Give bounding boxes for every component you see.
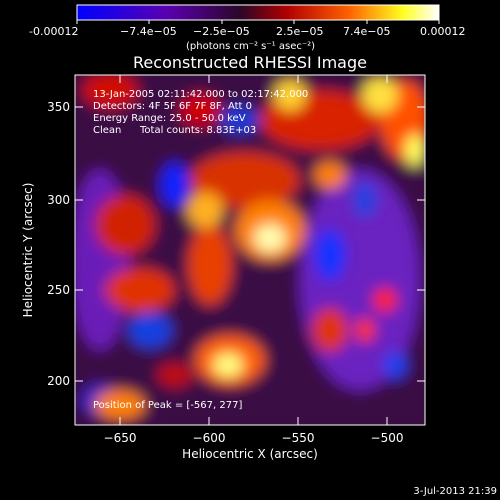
colorbar-units: (photons cm⁻² s⁻¹ asec⁻²) bbox=[186, 41, 315, 52]
method-text: Clean bbox=[93, 125, 121, 136]
rhessi-image bbox=[75, 75, 425, 425]
detectors-text: Detectors: 4F 5F 6F 7F 8F, Att 0 bbox=[93, 101, 252, 112]
y-tick-label: 200 bbox=[47, 374, 70, 388]
image-annotations: 13-Jan-2005 02:11:42.000 to 02:17:42.000… bbox=[93, 89, 308, 411]
plot-frame bbox=[74, 74, 426, 426]
y-tick-label: 300 bbox=[47, 193, 70, 207]
energy-range-text: Energy Range: 25.0 - 50.0 keV bbox=[93, 113, 246, 124]
x-tick-label: −550 bbox=[282, 431, 315, 445]
colorbar-tick-label: -0.00012 bbox=[29, 25, 78, 38]
colorbar-tick-label: 0.00012 bbox=[420, 25, 466, 38]
x-axis-label: Heliocentric X (arcsec) bbox=[182, 447, 318, 461]
y-tick-label: 350 bbox=[47, 100, 70, 114]
colorbar-tick-label: 2.5e−05 bbox=[276, 25, 323, 38]
total-counts-text: Total counts: 8.83E+03 bbox=[139, 125, 256, 136]
y-tick-label: 250 bbox=[47, 283, 70, 297]
peak-position-text: Position of Peak = [-567, 277] bbox=[93, 400, 242, 411]
timestamp: 3-Jul-2013 21:39 bbox=[413, 486, 497, 497]
x-tick-label: −500 bbox=[371, 431, 404, 445]
time-range-text: 13-Jan-2005 02:11:42.000 to 02:17:42.000 bbox=[93, 89, 308, 100]
x-tick-label: −650 bbox=[104, 431, 137, 445]
colorbar-tick-label: 7.4e−05 bbox=[343, 25, 390, 38]
colorbar-tick-label: −7.4e−05 bbox=[120, 25, 177, 38]
colorbar: -0.00012 −7.4e−05 −2.5e−05 2.5e−05 7.4e−… bbox=[29, 4, 466, 52]
image-title: Reconstructed RHESSI Image bbox=[133, 53, 367, 72]
colorbar-tick-label: −2.5e−05 bbox=[193, 25, 250, 38]
x-tick-label: −600 bbox=[193, 431, 226, 445]
y-axis-label: Heliocentric Y (arcsec) bbox=[21, 183, 35, 318]
colorbar-gradient bbox=[76, 4, 440, 21]
axis-ticks bbox=[75, 75, 425, 425]
